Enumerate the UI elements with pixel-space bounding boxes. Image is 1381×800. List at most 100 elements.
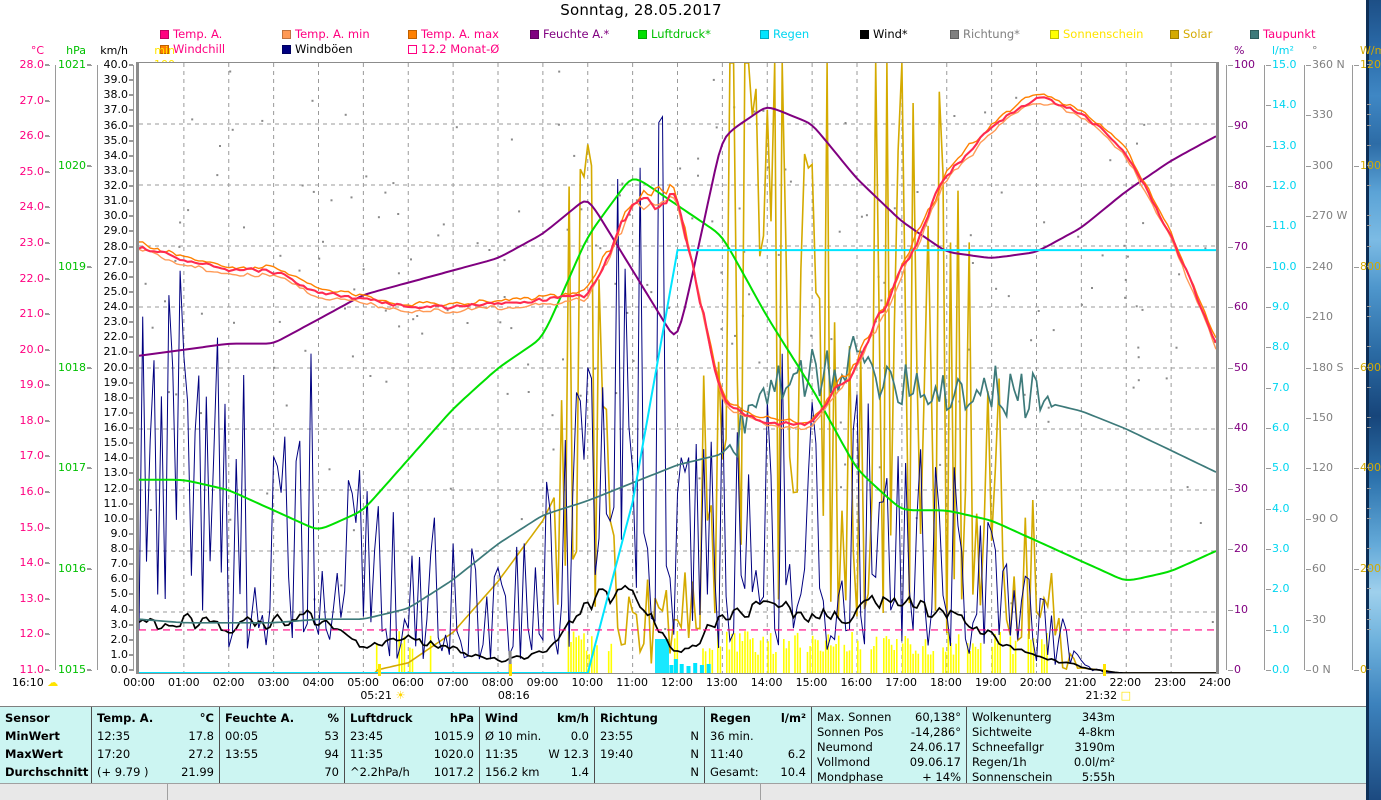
x-axis-label-1500: 15:00 bbox=[795, 676, 828, 689]
legend-label: Regen bbox=[773, 27, 810, 41]
table-header-label: Wind bbox=[485, 711, 519, 725]
table-cell-value: 0.0 bbox=[570, 729, 589, 743]
axis-tick-left-2-21: 19.0 bbox=[104, 377, 134, 388]
x-axis-label-1700: 17:00 bbox=[885, 676, 918, 689]
tick-mark bbox=[129, 412, 134, 414]
legend-swatch-icon bbox=[530, 30, 539, 39]
legend-item-primary-4[interactable]: Luftdruck* bbox=[638, 28, 711, 40]
axis-tick-right-3-1: 1000 bbox=[1354, 160, 1381, 171]
legend-item-secondary-1[interactable]: Windböen bbox=[282, 43, 353, 55]
table-row: 11:35 1020.0 bbox=[350, 745, 474, 763]
tick-mark bbox=[1228, 549, 1233, 550]
axis-tick-right-1-6: 9.0 bbox=[1266, 301, 1371, 312]
table-row: MaxWert bbox=[5, 745, 86, 763]
table-header-unit: km/h bbox=[556, 711, 589, 725]
legend-item-primary-7[interactable]: Richtung* bbox=[950, 27, 1020, 41]
axis-rule-right-2 bbox=[1304, 65, 1305, 670]
axis-tick-left-0-15: 13.0 bbox=[20, 593, 50, 604]
series-sonnenschein bbox=[375, 631, 1048, 673]
legend-swatch-icon bbox=[1170, 30, 1179, 39]
legend-item-primary-9[interactable]: Solar bbox=[1170, 27, 1213, 41]
table-row: Vollmond 09.06.17 bbox=[817, 754, 961, 769]
axis-tick-right-1-14: 1.0 bbox=[1266, 624, 1371, 635]
page-title: Sonntag, 28.05.2017 bbox=[0, 1, 1366, 19]
tick-mark bbox=[129, 518, 134, 520]
series-feuchte bbox=[139, 106, 1216, 357]
tick-mark bbox=[1228, 428, 1233, 429]
axis-tick-right-0-7: 30 bbox=[1228, 483, 1371, 494]
legend-row-secondary: Windchill Windböen 12.2 Monat-Ø bbox=[160, 43, 1220, 58]
legend-item-primary-3[interactable]: Feuchte A.* bbox=[530, 28, 609, 40]
axis-tick-left-2-18: 22.0 bbox=[104, 331, 134, 342]
tick-mark bbox=[1228, 246, 1233, 248]
tick-mark bbox=[1354, 65, 1359, 66]
legend-swatch-icon bbox=[160, 45, 169, 54]
axis-tick-left-2-1: 39.0 bbox=[104, 74, 134, 85]
table-cell-label: 23:45 bbox=[350, 729, 384, 743]
legend-label: Richtung* bbox=[963, 27, 1020, 41]
x-axis-label-1000: 10:00 bbox=[571, 676, 604, 689]
table-cell-label: 12:35 bbox=[97, 729, 131, 743]
tick-mark bbox=[1354, 266, 1359, 268]
tick-mark bbox=[1266, 145, 1271, 147]
axis-tick-right-2-9: 90 O bbox=[1306, 513, 1371, 524]
table-row: Sichtweite 4-8km bbox=[972, 724, 1115, 739]
table-column-sonne-mond: Max. Sonnen 60,138° Sonnen Pos -14,286° Neum… bbox=[812, 707, 967, 784]
legend-item-secondary-2[interactable]: 12.2 Monat-Ø bbox=[408, 43, 499, 55]
legend-swatch-icon bbox=[860, 30, 869, 39]
axis-tick-right-3-5: 200 bbox=[1354, 563, 1381, 574]
status-bar-segment-right bbox=[762, 784, 1366, 800]
tick-mark bbox=[1266, 428, 1271, 429]
legend-item-primary-6[interactable]: Wind* bbox=[860, 28, 908, 40]
table-row: 36 min. bbox=[710, 727, 806, 745]
table-cell-label: 17:20 bbox=[97, 747, 131, 761]
tick-mark bbox=[1306, 165, 1311, 167]
axis-tick-left-2-15: 25.0 bbox=[104, 286, 134, 297]
table-cell-label: Vollmond bbox=[817, 754, 871, 769]
tick-mark bbox=[87, 165, 92, 167]
tick-mark bbox=[129, 443, 134, 445]
table-cell-value: 1.4 bbox=[570, 765, 589, 779]
legend-item-primary-2[interactable]: Temp. A. max bbox=[408, 27, 499, 41]
legend-label: Temp. A. max bbox=[421, 27, 499, 41]
legend-item-secondary-0[interactable]: Windchill bbox=[160, 43, 225, 55]
axis-tick-left-2-40: 0.0 bbox=[111, 664, 134, 675]
tick-mark bbox=[129, 654, 134, 656]
legend-item-primary-5[interactable]: Regen bbox=[760, 27, 810, 41]
desktop-background-edge bbox=[1366, 0, 1369, 800]
legend-item-primary-0[interactable]: Temp. A. bbox=[160, 28, 222, 40]
tick-mark bbox=[129, 397, 134, 399]
axis-tick-left-0-9: 19.0 bbox=[20, 379, 50, 390]
axis-tick-right-1-12: 3.0 bbox=[1266, 543, 1371, 554]
legend-item-primary-1[interactable]: Temp. A. min bbox=[282, 28, 370, 40]
tick-mark bbox=[87, 65, 92, 66]
table-row: 11:40 6.2 bbox=[710, 745, 806, 763]
legend-item-primary-10[interactable]: Taupunkt bbox=[1250, 28, 1316, 40]
axis-tick-right-3-2: 800 bbox=[1354, 261, 1381, 272]
legend-item-primary-8[interactable]: Sonnenschein bbox=[1050, 28, 1143, 40]
legend-label: Solar bbox=[1183, 27, 1213, 41]
tick-mark bbox=[45, 634, 50, 636]
axis-tick-left-0-7: 21.0 bbox=[20, 308, 50, 319]
axis-tick-left-0-14: 14.0 bbox=[20, 557, 50, 568]
axis-tick-left-0-12: 16.0 bbox=[20, 486, 50, 497]
summary-table-panel: SensorMinWertMaxWertDurchschnitt28.05. 2… bbox=[0, 706, 1366, 797]
axis-tick-left-2-29: 11.0 bbox=[104, 498, 134, 509]
tick-mark bbox=[129, 428, 134, 429]
series-regen-bars bbox=[655, 639, 711, 673]
tick-mark bbox=[129, 579, 134, 581]
axis-tick-left-2-26: 14.0 bbox=[104, 452, 134, 463]
axis-tick-left-2-36: 4.0 bbox=[111, 604, 134, 615]
x-axis-label-1100: 11:00 bbox=[616, 676, 649, 689]
table-cell-label: Durchschnitt bbox=[5, 765, 89, 779]
table-cell-value: 10.4 bbox=[780, 765, 806, 779]
axis-tick-left-2-39: 1.0 bbox=[111, 649, 134, 660]
axis-tick-left-0-3: 25.0 bbox=[20, 166, 50, 177]
tick-mark bbox=[129, 276, 134, 278]
table-row: 00:05 53 bbox=[225, 727, 339, 745]
x-axis-label-0800: 08:00 bbox=[481, 676, 514, 689]
tick-mark bbox=[1306, 468, 1311, 470]
axis-tick-left-0-6: 22.0 bbox=[20, 273, 50, 284]
table-row: 17:20 27.2 bbox=[97, 745, 214, 763]
